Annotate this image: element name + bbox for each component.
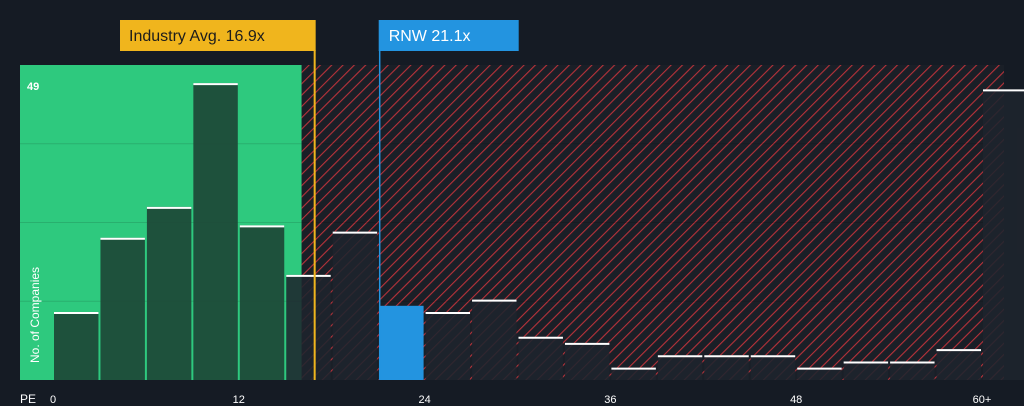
bar-11 [564,342,610,380]
bar-12 [611,367,656,380]
bar-2 [146,206,192,380]
x-tick-0: 0 [50,394,56,406]
bar-15 [750,355,796,380]
bar-4 [239,225,285,380]
industry-avg-callout [120,20,316,51]
bar-14 [704,355,749,380]
bar-8 [425,311,471,380]
bar-6 [332,231,378,380]
x-axis-ticks: 0 12 24 36 48 60+ [50,394,991,406]
x-tick-48: 48 [790,394,802,406]
company-label: RNW 21.1x [389,28,471,45]
y-axis-label: No. of Companies [28,267,42,363]
bar-1 [100,237,145,380]
x-tick-12: 12 [233,394,245,406]
x-tick-24: 24 [418,394,430,406]
bar-19 [936,349,981,380]
value-markers: Industry Avg. 16.9x RNW 21.1x [120,20,519,380]
bar-10 [518,336,563,380]
x-tick-60plus: 60+ [973,394,992,406]
bar-16 [797,367,842,380]
company-callout [378,20,519,51]
bar-5 [286,274,331,380]
bar-13 [657,355,703,380]
x-axis-label: PE [20,392,36,406]
histogram-bars [54,83,1024,381]
industry-avg-label: Industry Avg. 16.9x [129,28,265,45]
bar-20 [983,89,1024,381]
bar-0 [54,311,99,380]
bar-7 [379,305,424,380]
bar-18 [890,361,935,380]
bar-9 [472,299,517,380]
x-tick-36: 36 [604,394,616,406]
bar-17 [843,361,889,380]
bar-3 [193,83,238,381]
y-max-label: 49 [27,81,39,93]
